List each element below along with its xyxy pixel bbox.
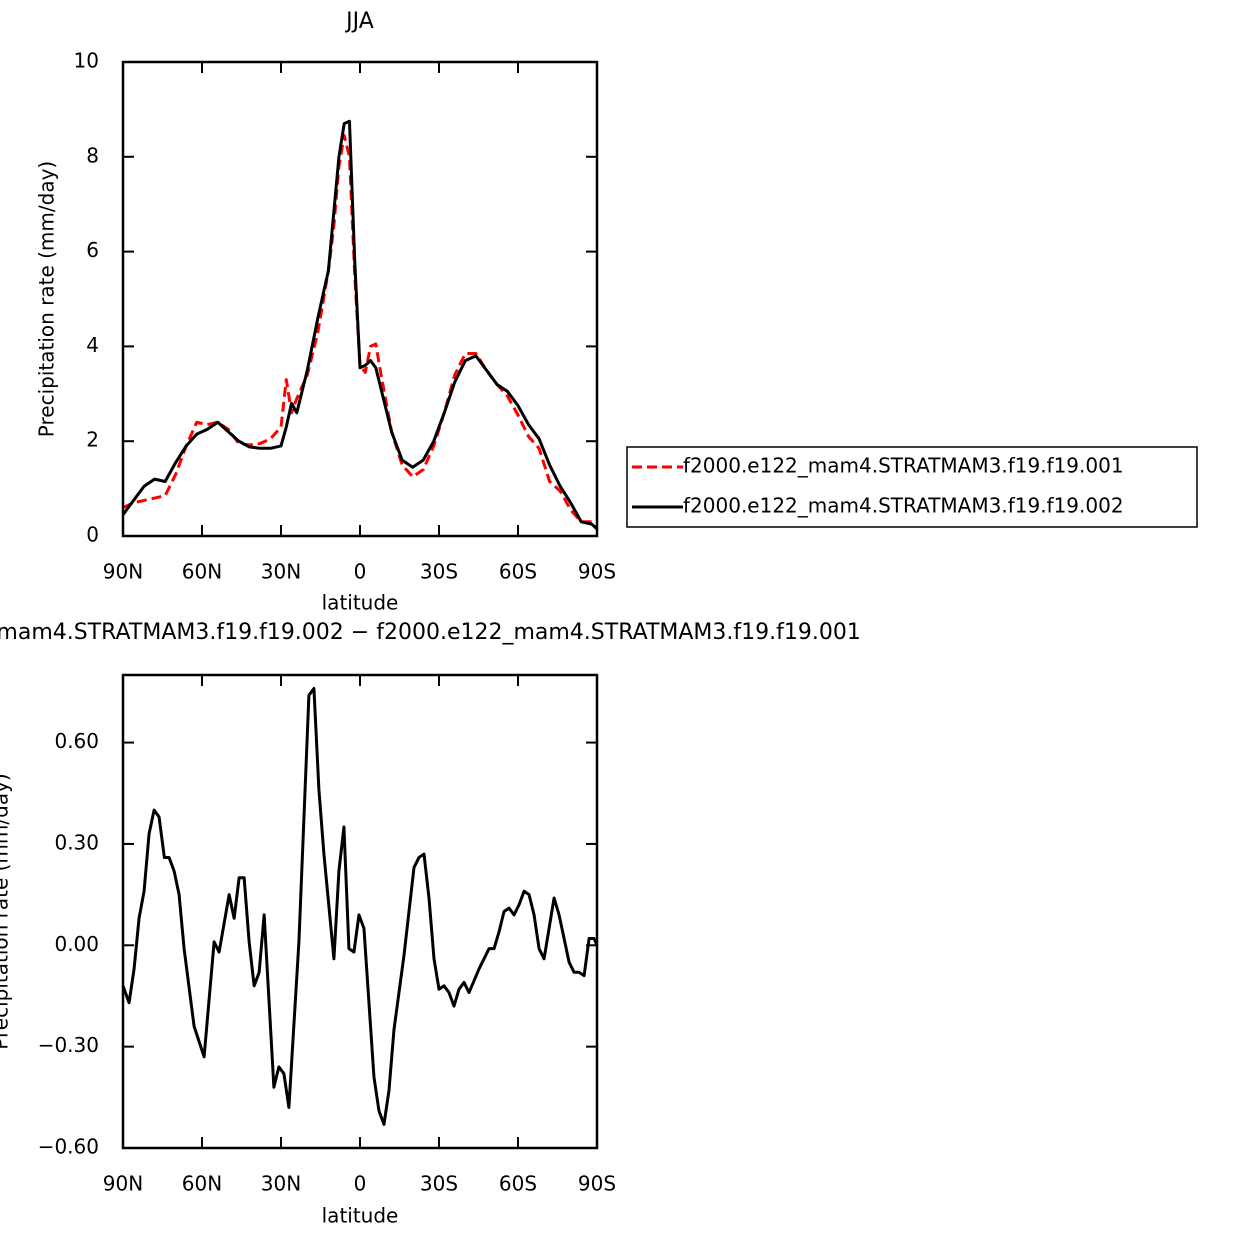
x-tick-label: 90N bbox=[103, 1172, 143, 1196]
y-tick-label: 0 bbox=[86, 523, 99, 547]
x-tick-label: 90S bbox=[578, 1172, 616, 1196]
x-tick-label: 60N bbox=[182, 1172, 222, 1196]
x-tick-label: 30N bbox=[261, 560, 301, 584]
y-tick-label: −0.60 bbox=[38, 1135, 99, 1159]
y-tick-label: 6 bbox=[86, 238, 99, 262]
x-tick-label: 30S bbox=[420, 1172, 458, 1196]
y-tick-label: 0.30 bbox=[54, 830, 99, 854]
data-line bbox=[122, 133, 599, 530]
x-tick-label: 90N bbox=[103, 560, 143, 584]
plot-frame bbox=[121, 60, 599, 538]
y-tick-label: 4 bbox=[86, 333, 99, 357]
x-tick-label: 60N bbox=[182, 560, 222, 584]
y-tick-label: 10 bbox=[74, 49, 99, 73]
x-tick-label: 90S bbox=[578, 560, 616, 584]
legend-label: f2000.e122_mam4.STRATMAM3.f19.f19.002 bbox=[683, 494, 1124, 518]
y-tick-label: 0.60 bbox=[54, 729, 99, 753]
y-axis-label: Precipitation rate (mm/day) bbox=[0, 773, 13, 1049]
y-tick-label: 8 bbox=[86, 143, 99, 167]
x-tick-label: 60S bbox=[499, 560, 537, 584]
x-tick-label: 0 bbox=[354, 1172, 367, 1196]
y-tick-label: 0.00 bbox=[54, 932, 99, 956]
legend-box bbox=[626, 446, 1198, 528]
x-tick-label: 0 bbox=[354, 560, 367, 584]
chart-title: JJA bbox=[344, 9, 374, 34]
x-tick-label: 60S bbox=[499, 1172, 537, 1196]
legend-label: f2000.e122_mam4.STRATMAM3.f19.f19.001 bbox=[683, 454, 1124, 478]
x-axis-label: latitude bbox=[322, 591, 399, 615]
x-tick-label: 30S bbox=[420, 560, 458, 584]
chart-title: f2000.e122_mam4.STRATMAM3.f19.f19.002 − … bbox=[0, 620, 861, 645]
data-line bbox=[121, 119, 599, 531]
y-tick-label: 2 bbox=[86, 428, 99, 452]
plot-frame bbox=[121, 673, 599, 1150]
y-axis-label: Precipitation rate (mm/day) bbox=[35, 161, 59, 437]
y-tick-label: −0.30 bbox=[38, 1033, 99, 1057]
x-tick-label: 30N bbox=[261, 1172, 301, 1196]
x-axis-label: latitude bbox=[322, 1204, 399, 1228]
data-line bbox=[121, 687, 599, 1126]
